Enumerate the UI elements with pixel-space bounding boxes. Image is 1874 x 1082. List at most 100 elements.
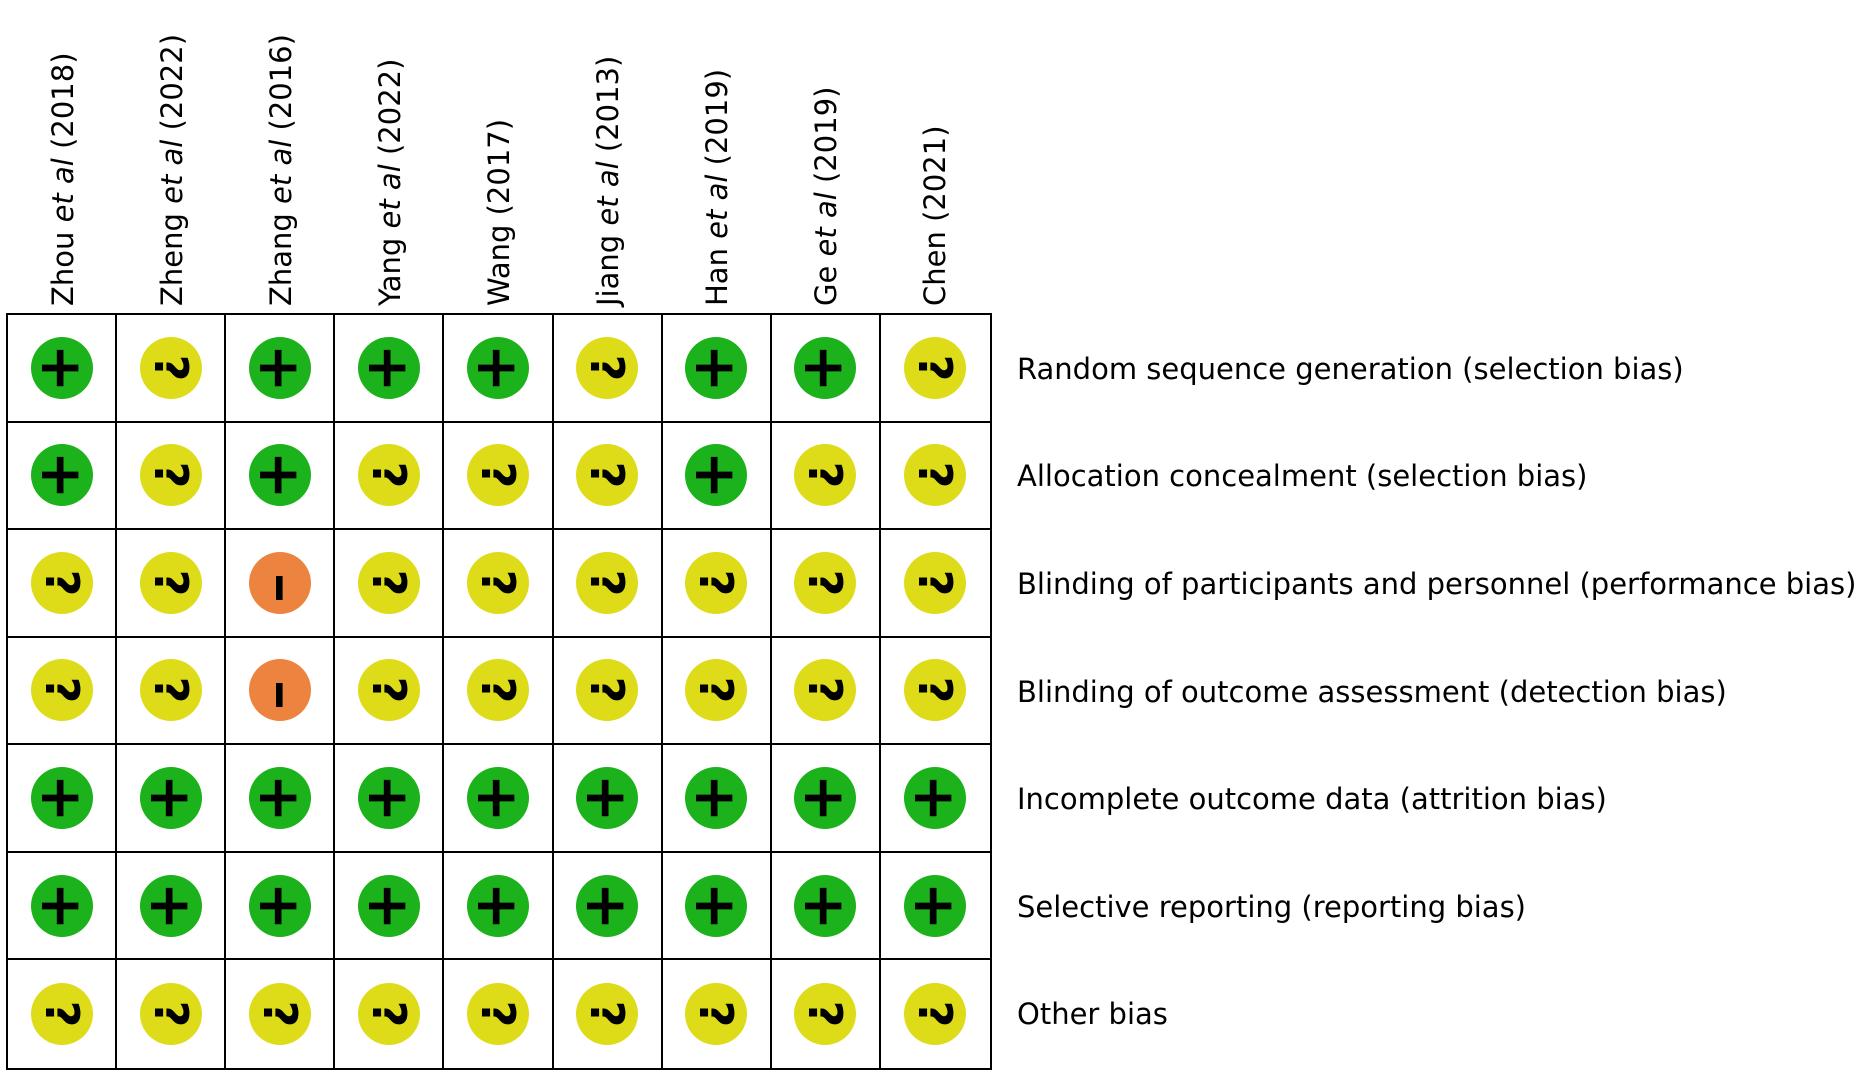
judgement-circle bbox=[248, 874, 311, 937]
judgement-cell bbox=[663, 745, 772, 851]
criterion-label: Blinding of outcome assessment (detectio… bbox=[1017, 674, 1727, 709]
judgement-cell bbox=[772, 960, 881, 1068]
study-column-header: Zheng et al (2022) bbox=[155, 6, 189, 306]
judgement-cell bbox=[117, 530, 227, 636]
judgement-circle bbox=[139, 874, 202, 937]
judgement-circle bbox=[685, 336, 748, 399]
judgement-circle bbox=[357, 767, 420, 830]
study-name: Han bbox=[700, 248, 735, 306]
criterion-label: Selective reporting (reporting bias) bbox=[1017, 889, 1526, 924]
judgement-cell bbox=[444, 745, 554, 851]
judgement-cell bbox=[335, 530, 445, 636]
judgement-cell bbox=[226, 852, 336, 959]
judgement-circle bbox=[357, 874, 420, 937]
study-name: Ge bbox=[809, 265, 844, 306]
judgement-circle bbox=[794, 336, 857, 399]
study-name: Zheng bbox=[154, 213, 189, 306]
judgement-cell bbox=[554, 852, 663, 959]
judgement-circle bbox=[685, 874, 748, 937]
judgement-circle bbox=[139, 336, 202, 399]
judgement-cell bbox=[444, 315, 554, 421]
study-year: (2016) bbox=[263, 34, 298, 131]
judgement-cell bbox=[8, 422, 118, 529]
judgement-circle bbox=[794, 444, 857, 507]
grid-row bbox=[8, 530, 990, 638]
study-year: (2021) bbox=[918, 125, 953, 222]
judgement-cell bbox=[444, 637, 554, 744]
grid-row bbox=[8, 745, 990, 853]
judgement-circle bbox=[794, 983, 857, 1046]
study-name: Chen bbox=[918, 231, 953, 306]
judgement-cell bbox=[554, 315, 663, 421]
judgement-cell bbox=[444, 852, 554, 959]
grid-row bbox=[8, 637, 990, 746]
judgement-circle bbox=[794, 659, 857, 722]
study-column-header: Zhou et al (2018) bbox=[46, 6, 80, 306]
study-etal: et al bbox=[45, 158, 80, 223]
judgement-circle bbox=[904, 767, 967, 830]
study-name: Zhou bbox=[45, 231, 80, 306]
study-year: (2019) bbox=[700, 68, 735, 166]
judgement-circle bbox=[357, 659, 420, 722]
judgement-cell bbox=[554, 422, 663, 529]
judgement-cell bbox=[663, 852, 772, 959]
judgement-cell bbox=[8, 315, 118, 421]
judgement-circle bbox=[466, 659, 529, 722]
judgement-circle bbox=[466, 767, 529, 830]
judgement-circle bbox=[30, 551, 93, 614]
study-etal: et al bbox=[372, 164, 407, 229]
judgement-circle bbox=[139, 767, 202, 830]
judgement-circle bbox=[466, 874, 529, 937]
judgement-cell bbox=[226, 637, 336, 744]
study-year: (2013) bbox=[591, 55, 625, 153]
judgement-circle bbox=[466, 551, 529, 614]
judgement-circle bbox=[576, 336, 639, 399]
study-name: Zhang bbox=[263, 213, 298, 306]
judgement-cell bbox=[335, 315, 445, 421]
judgement-cell bbox=[772, 745, 881, 851]
judgement-cell bbox=[8, 530, 118, 636]
judgement-circle bbox=[30, 983, 93, 1046]
judgement-cell bbox=[117, 852, 227, 959]
judgement-circle bbox=[794, 767, 857, 830]
judgement-circle bbox=[357, 551, 420, 614]
judgement-cell bbox=[335, 852, 445, 959]
study-year: (2022) bbox=[372, 58, 407, 156]
judgement-circle bbox=[30, 767, 93, 830]
judgement-cell bbox=[117, 315, 227, 421]
judgement-cell bbox=[444, 530, 554, 636]
judgement-circle bbox=[139, 659, 202, 722]
study-etal: et al bbox=[154, 139, 189, 204]
judgement-circle bbox=[466, 983, 529, 1046]
criterion-label: Other bias bbox=[1017, 997, 1168, 1032]
judgement-circle bbox=[576, 659, 639, 722]
study-column-header: Zhang et al (2016) bbox=[264, 6, 298, 306]
judgement-circle bbox=[685, 659, 748, 722]
study-year: (2017) bbox=[481, 118, 516, 216]
judgement-circle bbox=[576, 874, 639, 937]
judgement-circle bbox=[685, 444, 748, 507]
grid-row bbox=[8, 315, 990, 423]
grid-row bbox=[8, 422, 990, 531]
judgement-cell bbox=[663, 530, 772, 636]
judgement-cell bbox=[881, 960, 990, 1068]
judgement-cell bbox=[8, 637, 118, 744]
judgement-circle bbox=[904, 551, 967, 614]
judgement-cell bbox=[663, 422, 772, 529]
judgement-cell bbox=[117, 422, 227, 529]
study-column-header: Yang et al (2022) bbox=[373, 6, 407, 306]
judgement-cell bbox=[772, 315, 881, 421]
judgement-cell bbox=[226, 960, 336, 1068]
grid-row bbox=[8, 852, 990, 961]
judgement-cell bbox=[226, 745, 336, 851]
judgement-cell bbox=[772, 530, 881, 636]
judgement-cell bbox=[226, 315, 336, 421]
judgement-circle bbox=[685, 767, 748, 830]
judgement-circle bbox=[30, 874, 93, 937]
judgement-cell bbox=[226, 530, 336, 636]
judgement-cell bbox=[117, 637, 227, 744]
study-column-header: Wang (2017) bbox=[482, 6, 516, 306]
judgement-circle bbox=[576, 983, 639, 1046]
study-etal: et al bbox=[809, 192, 844, 257]
judgement-circle bbox=[139, 983, 202, 1046]
